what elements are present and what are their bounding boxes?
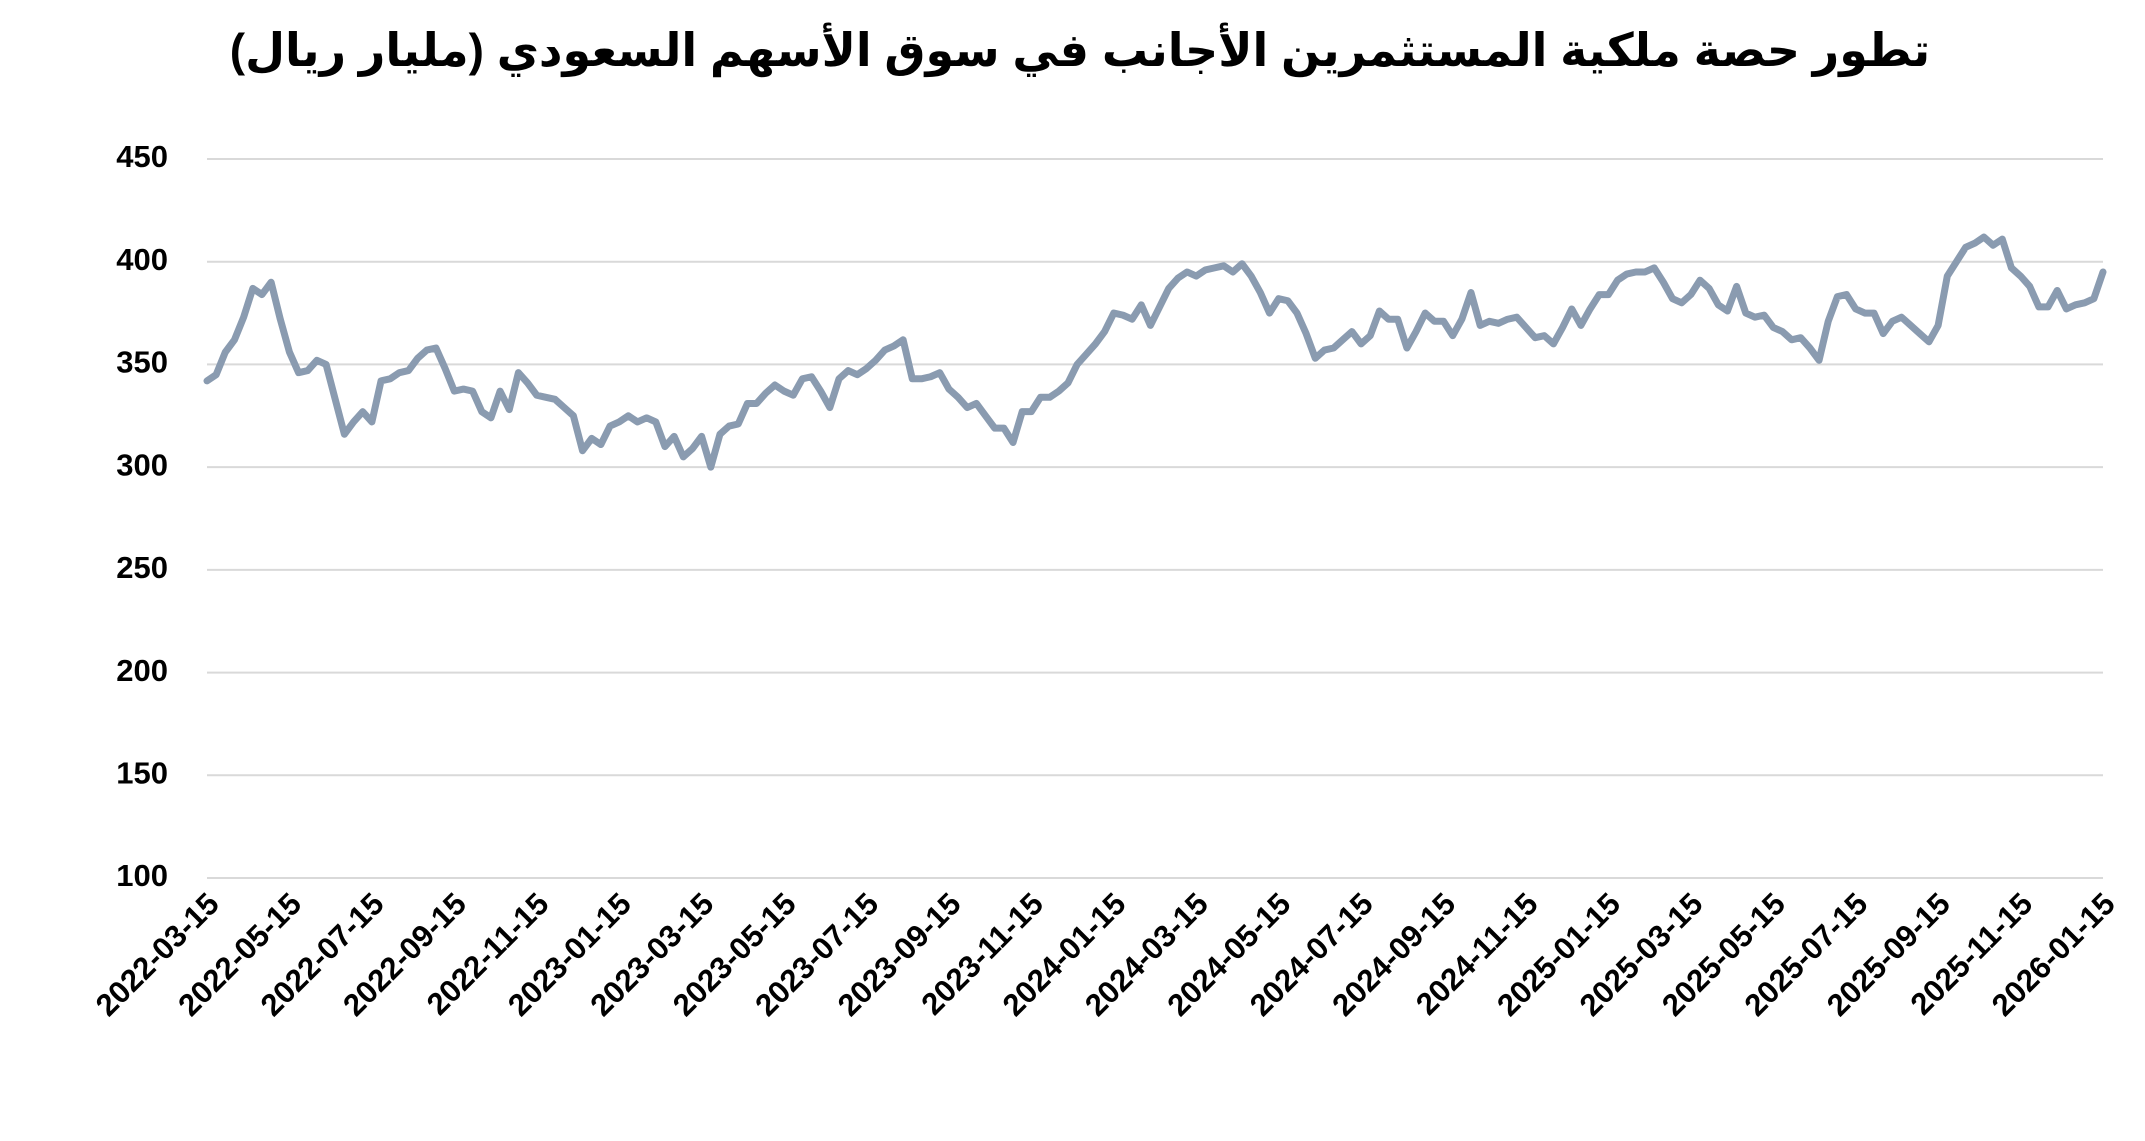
chart-title: تطور حصة ملكية المستثمرين الأجانب في سوق…	[230, 22, 1930, 77]
y-tick-label: 400	[116, 242, 168, 277]
y-tick-label: 200	[116, 653, 168, 688]
y-tick-label: 450	[116, 139, 168, 174]
y-tick-label: 250	[116, 550, 168, 585]
y-tick-label: 350	[116, 345, 168, 380]
y-tick-label: 100	[116, 858, 168, 893]
y-tick-label: 150	[116, 755, 168, 790]
y-tick-label: 300	[116, 447, 168, 482]
data-line	[203, 233, 2107, 471]
